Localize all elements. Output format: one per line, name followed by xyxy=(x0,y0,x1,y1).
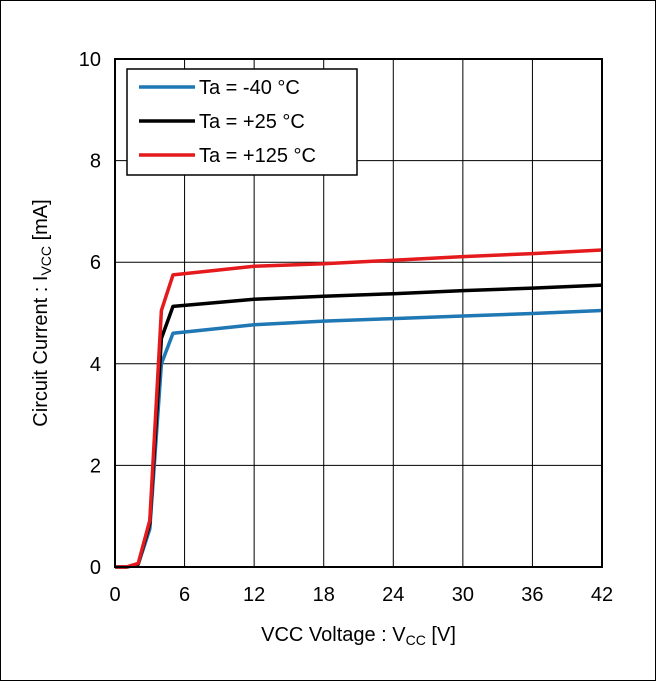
x-tick-label: 42 xyxy=(591,584,613,606)
series-line xyxy=(115,248,603,569)
legend-label: Ta = +25 °C xyxy=(199,111,305,133)
plot-border xyxy=(114,58,603,568)
y-tick-label: 2 xyxy=(90,455,101,477)
y-tick-label: 4 xyxy=(90,354,101,376)
y-axis-label-sub: VCC xyxy=(38,246,54,276)
y-axis-label-unit: [mA] xyxy=(30,199,52,246)
y-tick-label: 0 xyxy=(90,557,101,579)
y-tick-label: 10 xyxy=(79,49,101,71)
y-tick-label: 6 xyxy=(90,252,101,274)
legend-label: Ta = +125 °C xyxy=(199,145,316,167)
legend-label: Ta = -40 °C xyxy=(199,77,300,99)
y-tick-label: 8 xyxy=(90,151,101,173)
x-tick-label: 18 xyxy=(313,584,335,606)
x-axis-label-unit: [V] xyxy=(426,624,456,646)
x-tick-label: 12 xyxy=(243,584,265,606)
legend: Ta = -40 °C Ta = +25 °C Ta = +125 °C xyxy=(126,68,358,176)
series-layer xyxy=(115,248,603,569)
y-axis-label-main: Circuit Current : I xyxy=(30,276,52,427)
x-axis-label-sub: CC xyxy=(406,632,426,648)
x-tick-label: 24 xyxy=(382,584,404,606)
y-axis-label: Circuit Current : IVCC [mA] xyxy=(30,199,54,426)
x-axis-label: VCC Voltage : VCC [V] xyxy=(261,624,456,648)
x-axis-label-main: VCC Voltage : V xyxy=(261,624,406,646)
series-line xyxy=(115,283,603,569)
series-line xyxy=(115,308,603,569)
x-tick-label: 6 xyxy=(179,584,190,606)
x-tick-label: 36 xyxy=(521,584,543,606)
x-tick-label: 0 xyxy=(109,584,120,606)
x-tick-label: 30 xyxy=(452,584,474,606)
